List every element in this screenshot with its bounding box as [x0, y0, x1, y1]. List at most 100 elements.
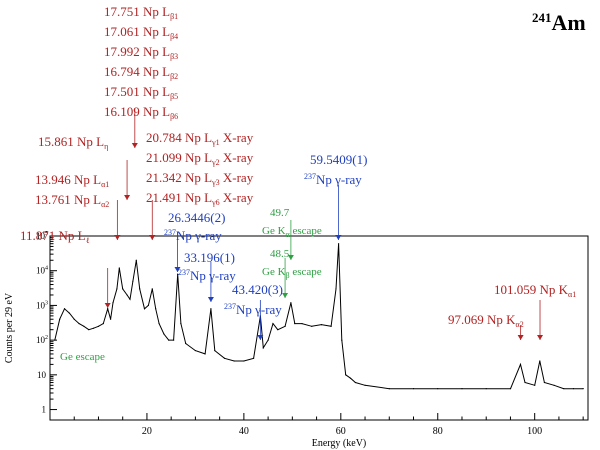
spectrum-point [59, 318, 61, 320]
spectrum-point [158, 322, 160, 325]
spectrum-point [143, 308, 146, 310]
y-tick-label: 102 [36, 335, 48, 345]
y-tick-label: 1 [42, 405, 47, 415]
spectrum-point [194, 349, 197, 352]
peak-arrowhead [257, 335, 264, 340]
spectrum-point [233, 360, 235, 362]
peak-label: 33.196(1) [184, 250, 235, 265]
spectrum-point [68, 312, 70, 314]
spectrum-point [277, 329, 279, 331]
peak-label: 48.5 [270, 248, 290, 260]
y-tick-label: 105 [36, 231, 48, 241]
spectrum-point [272, 322, 274, 325]
peak-label: 17.061 Np Lβ4 [104, 24, 178, 41]
x-tick-label: 80 [433, 426, 443, 437]
peak-arrowhead [131, 143, 138, 148]
spectrum-point [135, 259, 137, 261]
y-tick-label: 103 [36, 300, 48, 310]
spectrum-point [78, 322, 80, 325]
peak-label: 20.784 Np Lγ1 X-ray [146, 130, 254, 147]
x-axis-label: Energy (keV) [312, 438, 367, 449]
spectrum-point [83, 325, 85, 327]
spectrum-point [461, 388, 463, 390]
peak-arrowhead [174, 267, 181, 272]
peak-label: Ge Kα escape [262, 225, 322, 239]
peak-label: 13.946 Np Lα1 [35, 172, 109, 189]
peak-arrowhead [282, 293, 289, 298]
peak-label: 43.420(3) [232, 282, 283, 297]
spectrum-point [485, 388, 487, 390]
spectrum-point [112, 302, 114, 304]
plot-area [49, 235, 589, 421]
spectrum-point [122, 288, 124, 290]
peak-label: 101.059 Np Kα1 [494, 282, 576, 299]
peak-label: 237Np γ-ray [178, 268, 236, 283]
spectrum-point [524, 381, 526, 384]
spectrum-point [185, 342, 187, 345]
y-tick-label: 104 [36, 266, 48, 276]
spectrum-point [63, 308, 66, 310]
spectrum-point [341, 339, 343, 341]
spectrum-point [97, 325, 100, 327]
spectrum-point [437, 388, 439, 390]
peak-arrowhead [149, 235, 156, 240]
peak-arrowhead [287, 255, 294, 260]
peak-arrowhead [537, 335, 544, 340]
spectrum-point [534, 384, 536, 386]
spectrum-point [284, 325, 286, 327]
spectrum-point [301, 322, 303, 325]
spectrum-point [132, 280, 134, 282]
spectrum-point [330, 325, 332, 327]
peak-label: 21.491 Np Lγ6 X-ray [146, 190, 254, 207]
peak-arrowhead [335, 235, 342, 240]
spectrum-point [553, 384, 555, 386]
spectrum-point [290, 302, 292, 304]
peak-label: 237Np γ-ray [164, 228, 222, 243]
spectrum-point [210, 308, 212, 310]
peak-arrowhead [207, 297, 214, 302]
peak-label: Ge escape [60, 351, 105, 363]
spectrum-point [54, 339, 56, 341]
peak-label: 16.794 Np Lβ2 [104, 64, 178, 81]
spectrum-point [214, 349, 216, 352]
peak-label: 59.5409(1) [310, 152, 367, 167]
spectrum-point [262, 347, 264, 349]
spectrum-point [412, 388, 415, 390]
peak-arrowhead [104, 303, 111, 308]
spectrum-point [345, 374, 347, 376]
spectrum-point [139, 288, 141, 290]
spectrum-point [311, 325, 313, 327]
chart-title: 241Am [532, 10, 586, 35]
spectrum-point [364, 384, 366, 386]
x-tick-label: 40 [239, 426, 249, 437]
spectrum-point [177, 273, 179, 275]
peak-label: 97.069 Np Kα2 [448, 312, 524, 329]
spectrum-point [168, 339, 170, 341]
spectrum-point [147, 304, 149, 307]
spectrum-point [539, 360, 541, 362]
peak-arrowhead [124, 195, 131, 200]
peak-label: 17.751 Np Lβ1 [104, 4, 178, 21]
spectrum-point [354, 381, 356, 384]
y-axis-label: Counts per 29 eV [4, 292, 15, 363]
spectrum-point [223, 357, 226, 359]
spectrum-point [73, 318, 75, 320]
spectrum-point [349, 377, 352, 379]
spectrum-point [267, 339, 269, 341]
spectrum-point [388, 388, 390, 390]
spectrum-point [335, 288, 337, 290]
peak-label: 13.761 Np Lα2 [35, 192, 109, 209]
spectrum-point [109, 318, 112, 320]
peak-label: Ge Kβ escape [262, 266, 322, 280]
spectrum-point [155, 308, 157, 310]
spectrum-point [107, 308, 109, 310]
spectrum-point [116, 288, 118, 290]
peak-arrowhead [114, 235, 121, 240]
x-tick-label: 60 [336, 426, 346, 437]
spectrum-point [572, 388, 575, 390]
spectrum-point [126, 294, 128, 296]
peak-label: 16.109 Np Lβ6 [104, 104, 178, 121]
spectrum-point [519, 363, 522, 365]
spectrum-point [204, 353, 206, 355]
